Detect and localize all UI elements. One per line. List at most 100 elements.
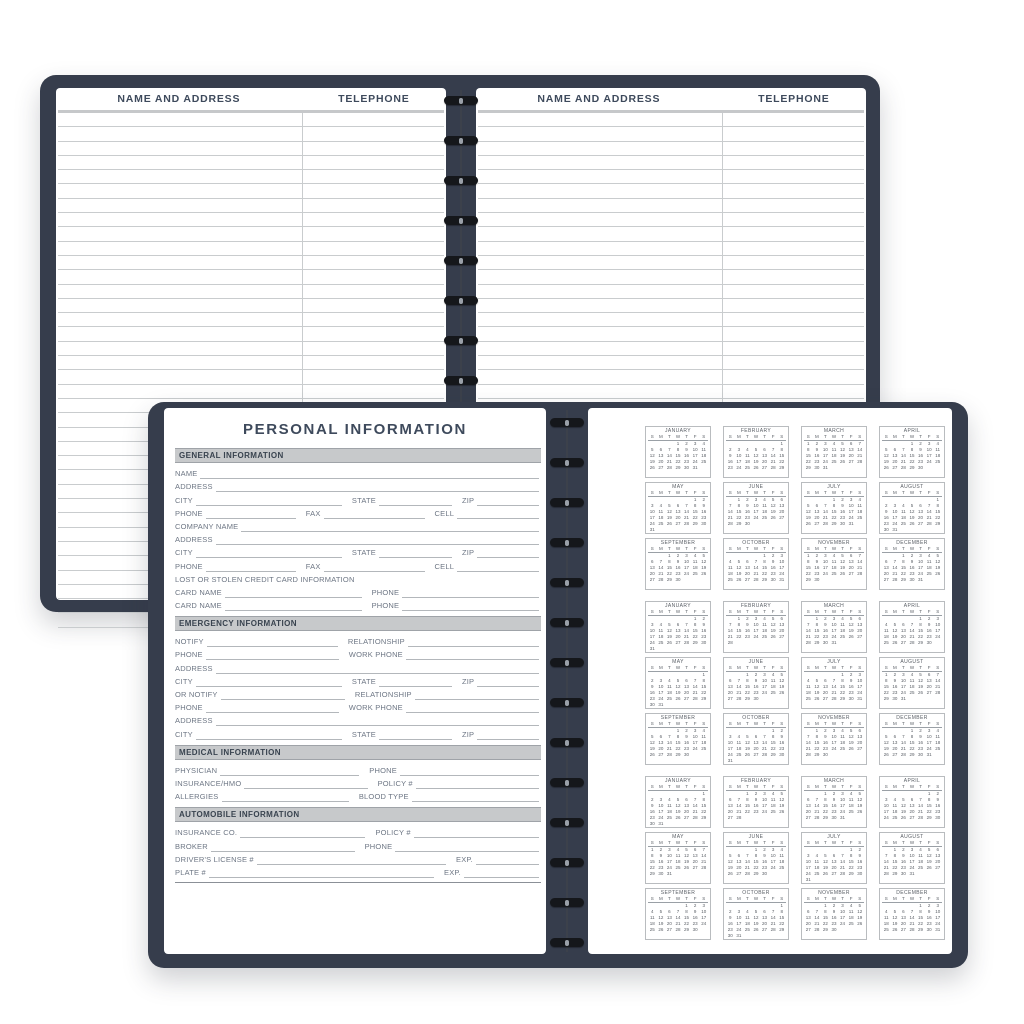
day-letter: T: [902, 434, 905, 439]
day-cell: 22: [779, 458, 785, 464]
day-cell: 21: [658, 570, 664, 576]
day-cell: 22: [805, 458, 811, 464]
day-cell: 15: [900, 564, 906, 570]
day-cell: 20: [883, 570, 889, 576]
day-cell: 21: [701, 858, 707, 864]
mini-calendar-month-name: FEBRUARY: [740, 778, 772, 784]
day-cell: 3: [807, 852, 810, 858]
mini-calendar: OCTOBER S M T W T F S 1 2 3 4 5 6 7 8 9 10 11 12 13 14 15 16 17 1…: [723, 538, 789, 590]
binding-coil: [550, 658, 584, 667]
day-letter: S: [780, 434, 784, 439]
day-letter: S: [780, 490, 784, 495]
day-cell: 13: [762, 452, 768, 458]
day-cell: 1: [910, 727, 914, 733]
day-letter: M: [736, 665, 741, 670]
day-cell: 19: [675, 689, 681, 695]
day-cell: 20: [727, 689, 733, 695]
day-letter: S: [702, 721, 706, 726]
day-cell: 29: [909, 751, 915, 757]
day-cell: 14: [935, 677, 941, 683]
mini-calendar-grid: 1 2 3 4 5 6 7 8 9 10 11 12 13 14 15 16 17 18 19 20 21 22 23 24 2…: [648, 847, 708, 877]
mini-calendar: DECEMBER S M T W T F S 1 2 3 4 5 6 7 8 9 10 11 12 13 14 15 16 17…: [879, 538, 945, 590]
field-line: [195, 729, 342, 740]
day-letter: M: [658, 840, 663, 845]
day-letter: S: [936, 721, 940, 726]
day-cell: 5: [754, 908, 758, 914]
day-cell: 12: [658, 914, 664, 920]
day-cell: 21: [805, 745, 811, 751]
day-cell: 4: [927, 552, 931, 558]
day-cell: 14: [831, 683, 837, 689]
day-cell: 3: [702, 902, 705, 908]
day-letter: F: [771, 665, 775, 670]
day-cell: 17: [935, 914, 941, 920]
day-letter: F: [771, 721, 775, 726]
day-cell: 12: [926, 852, 932, 858]
day-letter: F: [849, 546, 853, 551]
day-cell: 20: [857, 627, 863, 633]
day-cell: 1: [746, 790, 749, 796]
form-row: CARD NAME PHONE: [175, 598, 541, 612]
day-cell: 19: [701, 564, 707, 570]
day-cell: 11: [658, 508, 664, 514]
field-line: [205, 508, 296, 519]
day-letter: S: [650, 840, 654, 845]
day-letter: M: [892, 609, 897, 614]
field-line: [205, 649, 339, 661]
day-cell: 19: [727, 864, 733, 870]
day-cell: 29: [770, 751, 776, 757]
day-letter: T: [824, 896, 827, 901]
day-cell: 19: [840, 564, 846, 570]
day-cell: 19: [675, 808, 681, 814]
day-cell: 3: [659, 677, 663, 683]
day-cell: 22: [736, 633, 742, 639]
day-letter: T: [746, 665, 749, 670]
day-cell: 21: [814, 920, 820, 926]
day-cell: 14: [900, 452, 906, 458]
day-cell: 20: [900, 633, 906, 639]
day-letter: M: [658, 784, 663, 789]
day-cell: 15: [926, 802, 932, 808]
day-letter: T: [841, 490, 844, 495]
day-cell: 11: [667, 683, 672, 689]
day-cell: 26: [848, 633, 854, 639]
day-cell: 25: [744, 926, 750, 932]
day-cell: 1: [754, 846, 758, 852]
day-cell: 1: [815, 727, 819, 733]
day-letter: M: [736, 609, 741, 614]
day-letter: M: [814, 840, 819, 845]
day-cell: 4: [763, 615, 766, 621]
day-cell: 15: [831, 508, 837, 514]
day-cell: 5: [841, 440, 844, 446]
day-cell: 16: [892, 683, 898, 689]
day-cell: 11: [814, 858, 820, 864]
day-letter: T: [668, 721, 671, 726]
day-cell: 31: [649, 645, 655, 651]
day-cell: 15: [736, 627, 742, 633]
day-letter: S: [806, 784, 810, 789]
day-cell: 17: [736, 920, 742, 926]
day-cell: 13: [822, 683, 828, 689]
ruled-line: [478, 299, 864, 314]
day-cell: 10: [692, 446, 698, 452]
field-label: CARD NAME: [175, 601, 222, 611]
ruled-line: [478, 142, 864, 156]
day-cell: 29: [822, 926, 828, 932]
field-line: [477, 729, 539, 740]
day-cell: 21: [909, 920, 915, 926]
day-cell: 14: [753, 564, 759, 570]
day-cell: 19: [649, 458, 655, 464]
day-cell: 23: [649, 814, 655, 820]
day-cell: 27: [892, 464, 898, 470]
day-cell: 16: [900, 858, 906, 864]
mini-calendar: OCTOBER S M T W T F S 1 2 3 4 5 6 7 8 9 10 11 12 13 14 15 16 17 1…: [723, 888, 789, 940]
day-cell: 28: [727, 639, 733, 645]
day-cell: 23: [701, 633, 707, 639]
day-cell: 6: [659, 446, 663, 452]
day-letter: F: [693, 840, 697, 845]
day-cell: 24: [753, 633, 759, 639]
day-letter: T: [841, 721, 844, 726]
day-cell: 14: [857, 558, 863, 564]
day-cell: 28: [701, 864, 707, 870]
